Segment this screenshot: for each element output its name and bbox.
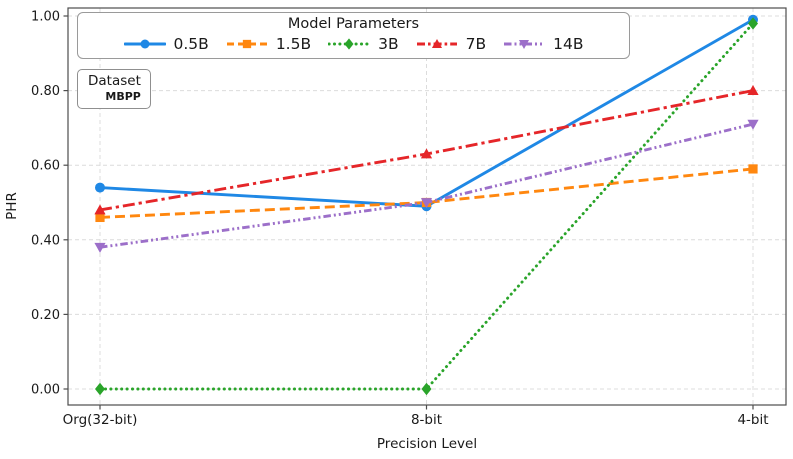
dataset-value: MBPP bbox=[105, 90, 141, 103]
legend-item-label: 14B bbox=[553, 35, 584, 53]
marker-diamond bbox=[421, 382, 432, 396]
x-tick-label: 4-bit bbox=[737, 412, 768, 428]
x-tick-label: Org(32-bit) bbox=[63, 412, 138, 428]
marker-triangle-up bbox=[94, 204, 106, 215]
marker-triangle-down bbox=[94, 242, 106, 253]
y-tick-label: 0.20 bbox=[31, 308, 60, 323]
y-tick-label: 1.00 bbox=[31, 10, 60, 25]
marker-circle bbox=[95, 182, 105, 193]
legend-item-label: 7B bbox=[465, 35, 487, 53]
legend-sample-square-icon bbox=[226, 39, 267, 49]
legend-item-1.5B: 1.5B bbox=[226, 35, 311, 53]
legend-item-0.5B: 0.5B bbox=[123, 35, 209, 53]
x-tick-label: 8-bit bbox=[411, 412, 442, 428]
series-7B bbox=[94, 85, 759, 215]
marker-triangle-down bbox=[747, 119, 759, 130]
marker-triangle-up bbox=[747, 85, 759, 95]
y-tick-label: 0.40 bbox=[31, 233, 60, 248]
legend-sample-diamond-icon bbox=[328, 38, 371, 50]
legend-sample-circle-icon bbox=[123, 39, 166, 49]
marker-diamond bbox=[748, 17, 758, 30]
marker-diamond bbox=[344, 38, 354, 50]
dataset-label: Dataset bbox=[88, 73, 141, 89]
legend-item-7B: 7B bbox=[416, 35, 487, 53]
y-tick-label: 0.80 bbox=[31, 84, 60, 99]
y-tick-label: 0.00 bbox=[31, 383, 60, 398]
legend-sample-triangle-up-icon bbox=[416, 38, 457, 48]
series-layer bbox=[94, 14, 759, 396]
marker-triangle-down bbox=[420, 198, 433, 209]
marker-square bbox=[748, 164, 758, 174]
legend-item-14B: 14B bbox=[503, 35, 583, 53]
marker-triangle-down bbox=[519, 40, 530, 50]
legend-item-label: 1.5B bbox=[275, 35, 312, 53]
y-axis-label: PHR bbox=[4, 192, 20, 220]
marker-triangle-up bbox=[420, 148, 433, 159]
series-line-3B bbox=[98, 22, 755, 391]
marker-square bbox=[95, 212, 105, 223]
legend-items: 0.5B 1.5B 3B 7B 14B bbox=[86, 35, 621, 53]
series-14B bbox=[94, 119, 759, 253]
legend: Model Parameters 0.5B 1.5B 3B 7B 14B bbox=[77, 12, 630, 59]
legend-item-label: 0.5B bbox=[173, 35, 209, 53]
legend-title: Model Parameters bbox=[287, 16, 420, 32]
y-tick-label: 0.60 bbox=[31, 159, 60, 174]
legend-item-label: 3B bbox=[378, 35, 399, 53]
legend-item-3B: 3B bbox=[328, 35, 399, 53]
marker-circle bbox=[140, 39, 150, 49]
legend-sample-triangle-down-icon bbox=[504, 40, 545, 50]
marker-diamond bbox=[95, 382, 105, 396]
series-3B bbox=[95, 17, 758, 396]
ticks-layer: 0.00 0.20 0.40 0.60 0.80 1.00 Org(32-bit) 8-bit… bbox=[31, 10, 768, 429]
series-line-1.5B bbox=[99, 167, 754, 219]
marker-triangle-up bbox=[431, 38, 442, 48]
marker-square bbox=[242, 39, 251, 49]
dataset-box: Dataset MBPP bbox=[77, 69, 151, 109]
x-axis-label: Precision Level bbox=[377, 436, 477, 452]
